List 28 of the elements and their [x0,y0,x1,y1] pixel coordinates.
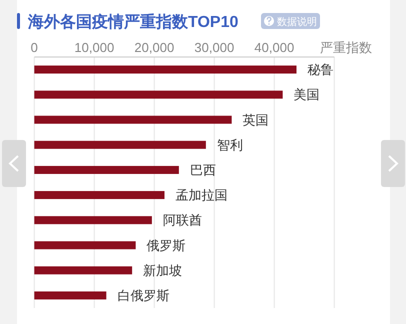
x-tick-label: 10,000 [74,40,114,55]
x-tick-label: 20,000 [134,40,174,55]
bar [34,241,136,250]
y-tick-label: 英国 [242,112,269,128]
bar [34,191,164,200]
bar [34,116,232,124]
y-tick-label: 阿联酋 [162,212,202,228]
y-tick-label: 秘鲁 [308,62,334,78]
y-tick-label: 巴西 [190,162,216,178]
chart-title: 海外各国疫情严重指数TOP10 [27,13,238,31]
bar [34,266,132,274]
x-axis-title: 严重指数 [320,40,372,55]
y-tick-label: 白俄罗斯 [117,288,170,303]
bar [34,216,152,224]
bar [34,291,106,300]
y-tick-label: 新加坡 [143,262,182,278]
y-tick-label: 孟加拉国 [176,188,228,203]
x-tick-label: 0 [30,40,38,55]
x-tick-label: 30,000 [194,40,234,55]
x-tick-label: 40,000 [254,40,294,55]
bar [34,166,179,174]
bar [34,90,283,99]
bar [34,140,206,149]
bar [34,66,296,74]
button-info: 数据说明 [261,13,320,29]
y-tick-label: 俄罗斯 [146,238,186,253]
y-tick-label: 美国 [294,87,320,102]
y-tick-label: 智利 [216,137,243,152]
